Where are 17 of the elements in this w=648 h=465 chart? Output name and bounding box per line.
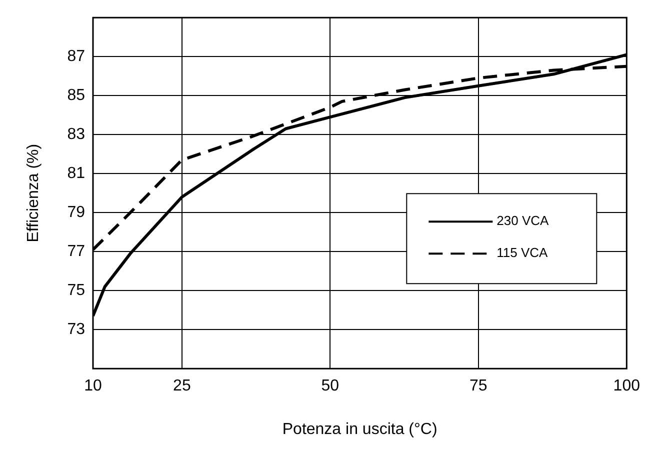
y-tick-label: 75 [67, 282, 86, 300]
y-tick-label: 81 [67, 165, 86, 182]
y-tick-label: 87 [67, 48, 86, 66]
x-tick-label: 50 [321, 378, 340, 395]
y-tick-label: 77 [67, 243, 86, 260]
x-axis-title: Potenza in uscita (°C) [282, 420, 438, 438]
x-tick-label: 75 [470, 378, 488, 395]
y-tick-label: 85 [67, 87, 86, 104]
x-tick-label: 10 [84, 378, 102, 395]
legend-label: 115 VCA [496, 245, 548, 260]
legend-label: 230 VCA [496, 213, 550, 228]
y-tick-label: 83 [67, 126, 86, 144]
x-tick-label: 100 [613, 378, 640, 395]
y-axis-title: Efficienza (%) [25, 144, 42, 242]
x-tick-label: 25 [173, 378, 191, 395]
y-tick-label: 73 [67, 321, 86, 338]
y-tick-label: 79 [67, 204, 86, 222]
